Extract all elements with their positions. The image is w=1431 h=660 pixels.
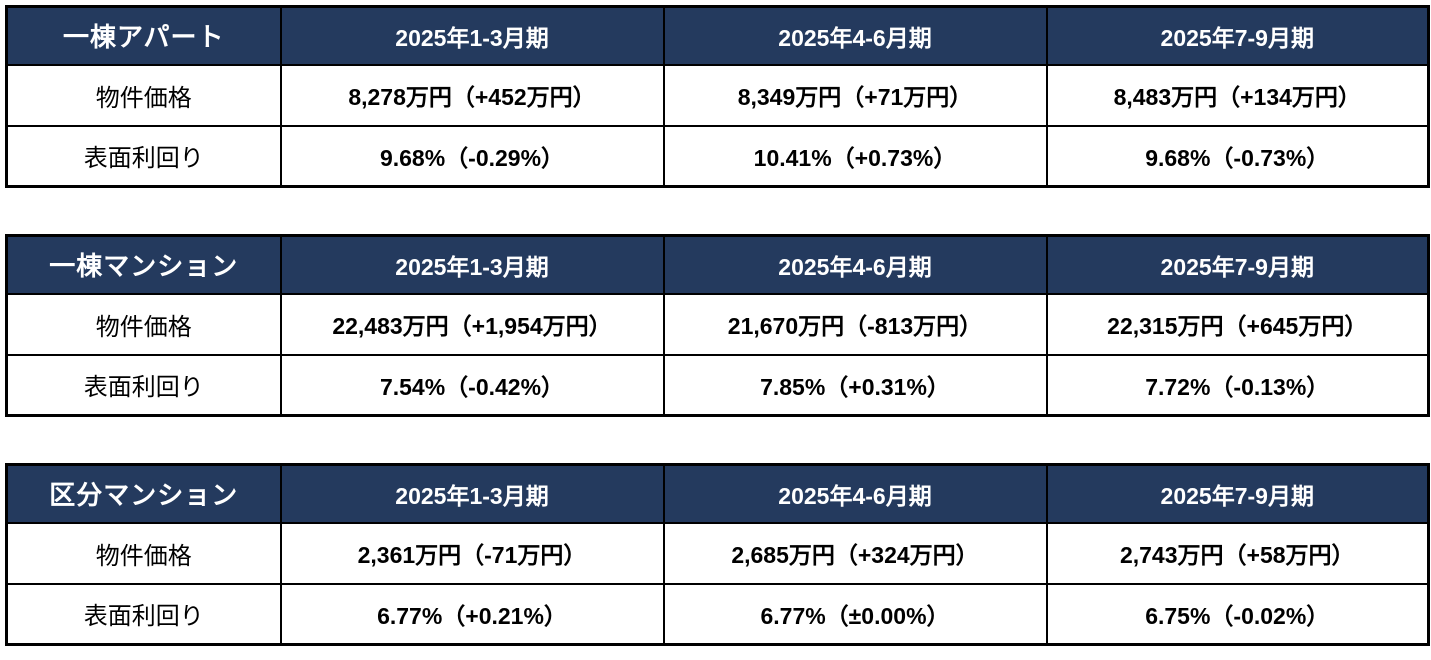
table-row-price: 物件価格 22,483万円（+1,954万円） 21,670万円（-813万円）… xyxy=(5,292,1430,356)
column-header-q1: 2025年1-3月期 xyxy=(279,5,665,66)
table-sectional-mansion: 区分マンション 2025年1-3月期 2025年4-6月期 2025年7-9月期… xyxy=(5,463,1430,646)
row-label-yield: 表面利回り xyxy=(5,124,282,188)
table-row-yield: 表面利回り 6.77%（+0.21%） 6.77%（±0.00%） 6.75%（… xyxy=(5,582,1430,646)
yield-value-q1: 6.77%（+0.21%） xyxy=(279,582,665,646)
yield-value-q2: 10.41%（+0.73%） xyxy=(662,124,1048,188)
price-value-q3: 2,743万円（+58万円） xyxy=(1045,521,1430,585)
table-title-mansion: 一棟マンション xyxy=(5,234,282,295)
yield-value-q3: 9.68%（-0.73%） xyxy=(1045,124,1430,188)
yield-value-q1: 7.54%（-0.42%） xyxy=(279,353,665,417)
price-value-q1: 22,483万円（+1,954万円） xyxy=(279,292,665,356)
row-label-yield: 表面利回り xyxy=(5,582,282,646)
header-row: 一棟アパート 2025年1-3月期 2025年4-6月期 2025年7-9月期 xyxy=(5,5,1430,66)
row-label-yield: 表面利回り xyxy=(5,353,282,417)
column-header-q3: 2025年7-9月期 xyxy=(1045,5,1430,66)
table-row-price: 物件価格 8,278万円（+452万円） 8,349万円（+71万円） 8,48… xyxy=(5,63,1430,127)
table-whole-building-mansion: 一棟マンション 2025年1-3月期 2025年4-6月期 2025年7-9月期… xyxy=(5,234,1430,417)
table-row-yield: 表面利回り 9.68%（-0.29%） 10.41%（+0.73%） 9.68%… xyxy=(5,124,1430,188)
table-title-sectional: 区分マンション xyxy=(5,463,282,524)
price-value-q3: 8,483万円（+134万円） xyxy=(1045,63,1430,127)
price-value-q1: 2,361万円（-71万円） xyxy=(279,521,665,585)
table-row-price: 物件価格 2,361万円（-71万円） 2,685万円（+324万円） 2,74… xyxy=(5,521,1430,585)
column-header-q2: 2025年4-6月期 xyxy=(662,234,1048,295)
price-value-q1: 8,278万円（+452万円） xyxy=(279,63,665,127)
column-header-q2: 2025年4-6月期 xyxy=(662,5,1048,66)
table-title-apartment: 一棟アパート xyxy=(5,5,282,66)
price-value-q2: 8,349万円（+71万円） xyxy=(662,63,1048,127)
row-label-price: 物件価格 xyxy=(5,63,282,127)
price-value-q2: 2,685万円（+324万円） xyxy=(662,521,1048,585)
table-whole-building-apartment: 一棟アパート 2025年1-3月期 2025年4-6月期 2025年7-9月期 … xyxy=(5,5,1430,188)
yield-value-q3: 6.75%（-0.02%） xyxy=(1045,582,1430,646)
page: 一棟アパート 2025年1-3月期 2025年4-6月期 2025年7-9月期 … xyxy=(5,5,1430,646)
row-label-price: 物件価格 xyxy=(5,292,282,356)
yield-value-q3: 7.72%（-0.13%） xyxy=(1045,353,1430,417)
column-header-q1: 2025年1-3月期 xyxy=(279,463,665,524)
column-header-q3: 2025年7-9月期 xyxy=(1045,234,1430,295)
header-row: 区分マンション 2025年1-3月期 2025年4-6月期 2025年7-9月期 xyxy=(5,463,1430,524)
column-header-q3: 2025年7-9月期 xyxy=(1045,463,1430,524)
row-label-price: 物件価格 xyxy=(5,521,282,585)
price-value-q2: 21,670万円（-813万円） xyxy=(662,292,1048,356)
yield-value-q1: 9.68%（-0.29%） xyxy=(279,124,665,188)
price-value-q3: 22,315万円（+645万円） xyxy=(1045,292,1430,356)
column-header-q2: 2025年4-6月期 xyxy=(662,463,1048,524)
table-row-yield: 表面利回り 7.54%（-0.42%） 7.85%（+0.31%） 7.72%（… xyxy=(5,353,1430,417)
column-header-q1: 2025年1-3月期 xyxy=(279,234,665,295)
header-row: 一棟マンション 2025年1-3月期 2025年4-6月期 2025年7-9月期 xyxy=(5,234,1430,295)
yield-value-q2: 6.77%（±0.00%） xyxy=(662,582,1048,646)
yield-value-q2: 7.85%（+0.31%） xyxy=(662,353,1048,417)
